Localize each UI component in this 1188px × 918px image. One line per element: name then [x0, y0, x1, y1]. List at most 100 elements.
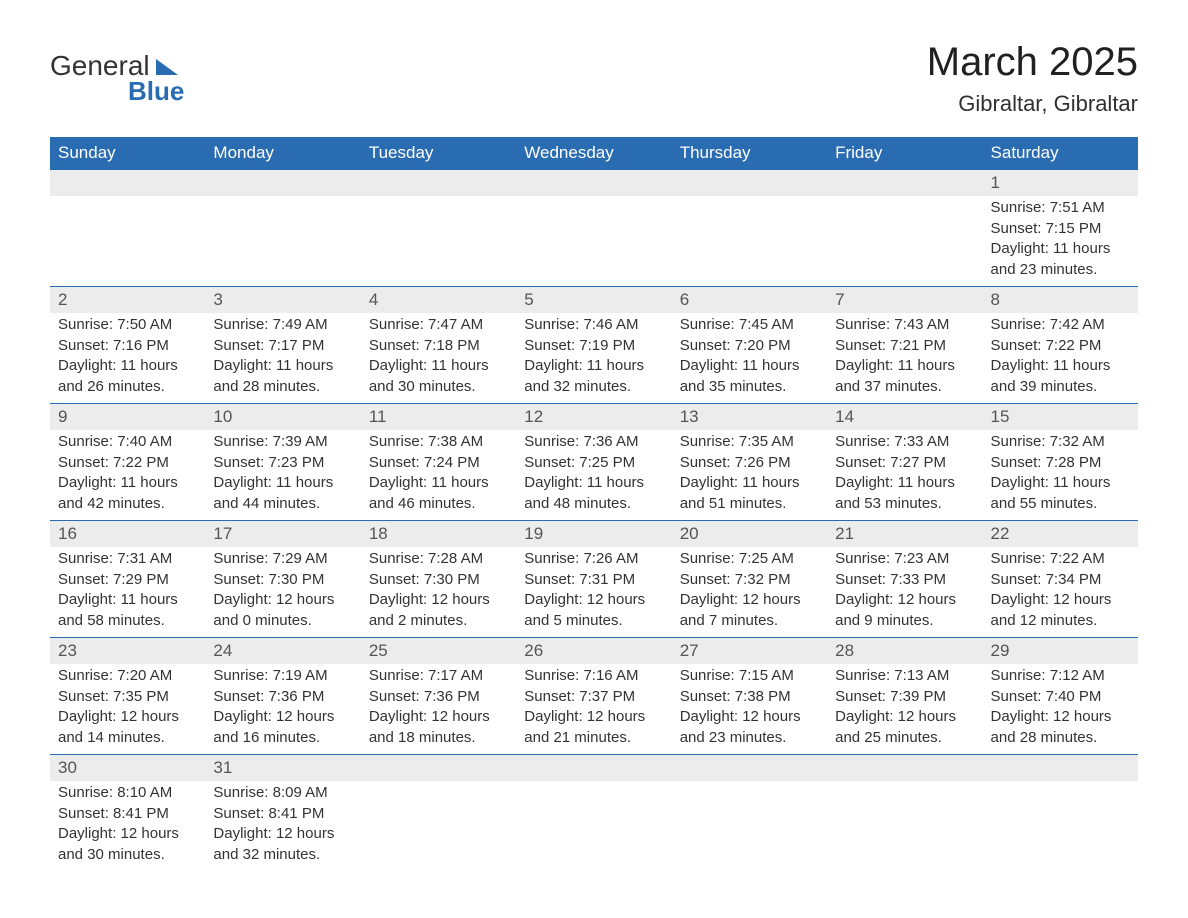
day-day2: and 7 minutes.: [680, 611, 819, 631]
day-number: 29: [983, 638, 1138, 664]
day-sunrise: Sunrise: 7:42 AM: [991, 315, 1130, 335]
day-day2: and 14 minutes.: [58, 728, 197, 748]
day-sunset: Sunset: 7:30 PM: [213, 570, 352, 590]
day-number: 5: [516, 287, 671, 313]
day-day1: Daylight: 12 hours: [680, 590, 819, 610]
day-sunrise: Sunrise: 7:36 AM: [524, 432, 663, 452]
day-sunrise: Sunrise: 7:51 AM: [991, 198, 1130, 218]
day-day2: and 55 minutes.: [991, 494, 1130, 514]
weekday-header: Tuesday: [361, 137, 516, 170]
day-detail: [361, 781, 516, 801]
day-number: [361, 755, 516, 779]
logo-triangle-icon: [156, 59, 178, 75]
day-detail: Sunrise: 7:19 AMSunset: 7:36 PMDaylight:…: [205, 664, 360, 754]
day-number: 25: [361, 638, 516, 664]
day-detail: Sunrise: 7:32 AMSunset: 7:28 PMDaylight:…: [983, 430, 1138, 520]
day-day1: Daylight: 11 hours: [524, 473, 663, 493]
logo-text-blue: Blue: [128, 76, 184, 107]
day-day1: Daylight: 12 hours: [58, 707, 197, 727]
day-day2: and 23 minutes.: [991, 260, 1130, 280]
day-sunrise: Sunrise: 7:23 AM: [835, 549, 974, 569]
day-number: 20: [672, 521, 827, 547]
day-sunset: Sunset: 7:32 PM: [680, 570, 819, 590]
day-sunset: Sunset: 7:38 PM: [680, 687, 819, 707]
day-number: 16: [50, 521, 205, 547]
day-number: 14: [827, 404, 982, 430]
day-number: 24: [205, 638, 360, 664]
day-day1: Daylight: 12 hours: [213, 707, 352, 727]
day-number: 3: [205, 287, 360, 313]
day-day2: and 18 minutes.: [369, 728, 508, 748]
day-sunrise: Sunrise: 7:28 AM: [369, 549, 508, 569]
day-sunset: Sunset: 7:18 PM: [369, 336, 508, 356]
day-sunset: Sunset: 7:20 PM: [680, 336, 819, 356]
weekday-header: Thursday: [672, 137, 827, 170]
day-detail: [205, 196, 360, 216]
day-detail: Sunrise: 7:47 AMSunset: 7:18 PMDaylight:…: [361, 313, 516, 403]
day-day2: and 16 minutes.: [213, 728, 352, 748]
day-number: 8: [983, 287, 1138, 313]
day-sunset: Sunset: 7:22 PM: [58, 453, 197, 473]
day-detail: [50, 196, 205, 216]
day-number: [827, 170, 982, 194]
day-detail: Sunrise: 7:51 AMSunset: 7:15 PMDaylight:…: [983, 196, 1138, 286]
day-number: 10: [205, 404, 360, 430]
day-number: 22: [983, 521, 1138, 547]
day-sunrise: Sunrise: 7:31 AM: [58, 549, 197, 569]
day-day2: and 5 minutes.: [524, 611, 663, 631]
day-day2: and 58 minutes.: [58, 611, 197, 631]
day-sunset: Sunset: 7:19 PM: [524, 336, 663, 356]
day-day2: and 53 minutes.: [835, 494, 974, 514]
day-detail: Sunrise: 7:26 AMSunset: 7:31 PMDaylight:…: [516, 547, 671, 637]
day-sunset: Sunset: 7:26 PM: [680, 453, 819, 473]
day-detail: [672, 196, 827, 216]
day-day2: and 32 minutes.: [213, 845, 352, 865]
day-sunrise: Sunrise: 7:33 AM: [835, 432, 974, 452]
day-day1: Daylight: 11 hours: [58, 473, 197, 493]
day-sunset: Sunset: 7:27 PM: [835, 453, 974, 473]
day-sunrise: Sunrise: 7:32 AM: [991, 432, 1130, 452]
day-day1: Daylight: 12 hours: [991, 707, 1130, 727]
day-detail: [361, 196, 516, 216]
day-number: [983, 755, 1138, 779]
day-day1: Daylight: 12 hours: [213, 590, 352, 610]
calendar-table: SundayMondayTuesdayWednesdayThursdayFrid…: [50, 137, 1138, 871]
day-detail: Sunrise: 7:15 AMSunset: 7:38 PMDaylight:…: [672, 664, 827, 754]
day-sunrise: Sunrise: 7:40 AM: [58, 432, 197, 452]
day-day2: and 39 minutes.: [991, 377, 1130, 397]
day-sunset: Sunset: 7:40 PM: [991, 687, 1130, 707]
day-day2: and 35 minutes.: [680, 377, 819, 397]
day-sunset: Sunset: 7:31 PM: [524, 570, 663, 590]
day-day2: and 25 minutes.: [835, 728, 974, 748]
day-detail: Sunrise: 7:39 AMSunset: 7:23 PMDaylight:…: [205, 430, 360, 520]
day-sunrise: Sunrise: 7:39 AM: [213, 432, 352, 452]
day-sunrise: Sunrise: 7:20 AM: [58, 666, 197, 686]
day-day1: Daylight: 12 hours: [991, 590, 1130, 610]
day-detail: [516, 781, 671, 801]
day-day1: Daylight: 12 hours: [835, 590, 974, 610]
day-number: 6: [672, 287, 827, 313]
day-day1: Daylight: 11 hours: [369, 473, 508, 493]
day-detail: Sunrise: 7:23 AMSunset: 7:33 PMDaylight:…: [827, 547, 982, 637]
day-day1: Daylight: 11 hours: [680, 473, 819, 493]
day-detail: Sunrise: 7:33 AMSunset: 7:27 PMDaylight:…: [827, 430, 982, 520]
day-detail: Sunrise: 7:29 AMSunset: 7:30 PMDaylight:…: [205, 547, 360, 637]
day-sunset: Sunset: 7:34 PM: [991, 570, 1130, 590]
day-number: 27: [672, 638, 827, 664]
day-day2: and 46 minutes.: [369, 494, 508, 514]
day-detail: Sunrise: 7:45 AMSunset: 7:20 PMDaylight:…: [672, 313, 827, 403]
day-detail: [983, 781, 1138, 801]
day-sunrise: Sunrise: 8:10 AM: [58, 783, 197, 803]
day-number: [50, 170, 205, 194]
day-number: 21: [827, 521, 982, 547]
day-sunset: Sunset: 7:39 PM: [835, 687, 974, 707]
day-number: [516, 755, 671, 779]
day-day1: Daylight: 12 hours: [213, 824, 352, 844]
day-detail: Sunrise: 7:46 AMSunset: 7:19 PMDaylight:…: [516, 313, 671, 403]
day-number: 17: [205, 521, 360, 547]
day-number: 28: [827, 638, 982, 664]
day-number: 2: [50, 287, 205, 313]
weekday-header: Sunday: [50, 137, 205, 170]
day-detail: [827, 196, 982, 216]
day-day1: Daylight: 11 hours: [213, 356, 352, 376]
